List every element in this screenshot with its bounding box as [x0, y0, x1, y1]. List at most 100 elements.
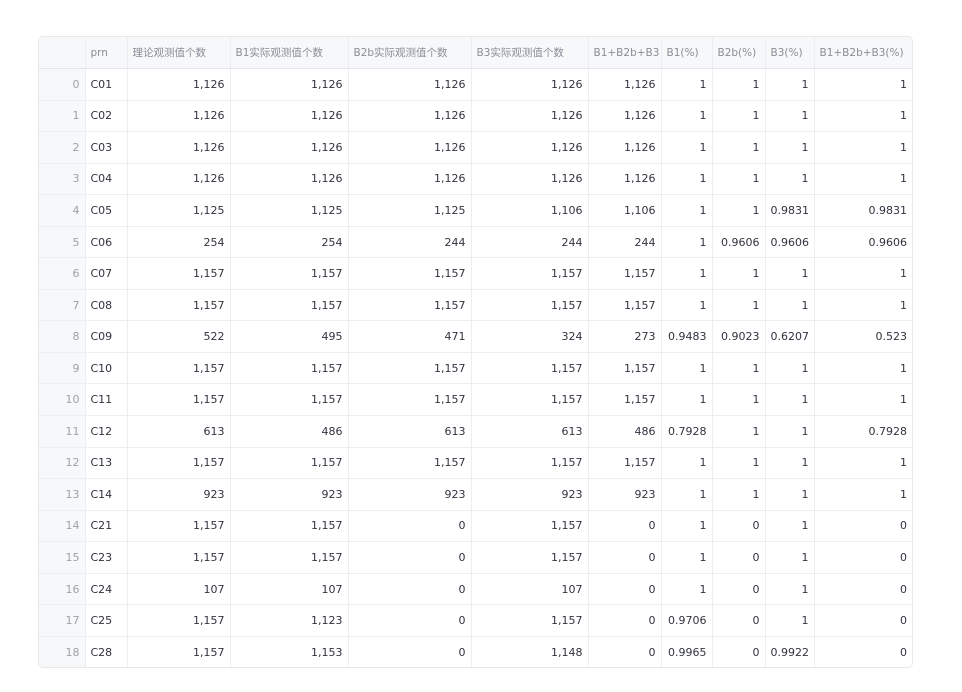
table-cell[interactable]: 522 — [127, 320, 231, 353]
table-cell[interactable]: 1 — [765, 510, 815, 543]
table-cell[interactable]: 1 — [712, 415, 766, 448]
table-cell[interactable]: 1 — [765, 352, 815, 385]
table-cell[interactable]: 923 — [471, 478, 589, 511]
table-cell[interactable]: 0.7928 — [814, 415, 912, 448]
table-cell[interactable]: 1 — [765, 257, 815, 290]
prn-cell[interactable]: C09 — [85, 320, 128, 353]
table-cell[interactable]: 244 — [471, 226, 589, 259]
table-cell[interactable]: 1 — [814, 100, 912, 133]
table-cell[interactable]: 0 — [814, 541, 912, 574]
table-cell[interactable]: 923 — [230, 478, 349, 511]
row-index[interactable]: 1 — [39, 100, 86, 133]
table-cell[interactable]: 1,157 — [471, 352, 589, 385]
table-cell[interactable]: 0 — [348, 636, 472, 668]
column-header[interactable]: B1实际观测值个数 — [230, 37, 349, 69]
table-cell[interactable]: 0.9483 — [661, 320, 713, 353]
table-cell[interactable]: 1,157 — [230, 383, 349, 417]
table-cell[interactable]: 1,123 — [230, 604, 349, 637]
table-cell[interactable]: 0.9606 — [712, 226, 766, 259]
table-cell[interactable]: 1 — [814, 383, 912, 417]
table-cell[interactable]: 923 — [127, 478, 231, 511]
table-cell[interactable]: 1 — [814, 478, 912, 511]
table-cell[interactable]: 1,157 — [230, 510, 349, 543]
table-cell[interactable]: 1 — [765, 541, 815, 574]
table-cell[interactable]: 1,126 — [471, 100, 589, 133]
table-cell[interactable]: 0 — [900, 645, 907, 659]
table-cell[interactable]: 1,157 — [348, 383, 472, 417]
table-cell[interactable]: 0 — [348, 573, 472, 606]
table-cell[interactable]: 486 — [230, 415, 349, 448]
table-cell[interactable]: 1 — [814, 352, 912, 385]
prn-cell[interactable]: C06 — [85, 226, 128, 259]
table-cell[interactable]: 1,148 — [471, 636, 589, 668]
table-cell[interactable]: 1,126 — [348, 100, 472, 133]
prn-cell[interactable]: C12 — [85, 415, 128, 448]
table-cell[interactable]: 1 — [661, 131, 713, 164]
table-cell[interactable]: 1 — [661, 541, 713, 574]
row-index[interactable]: 16 — [39, 573, 86, 606]
table-cell[interactable]: 1,126 — [230, 131, 349, 164]
table-cell[interactable]: 1 — [661, 100, 713, 133]
table-cell[interactable]: 0 — [588, 541, 662, 574]
table-cell[interactable]: 471 — [348, 320, 472, 353]
row-index[interactable]: 6 — [39, 257, 86, 290]
table-cell[interactable]: 1,126 — [127, 163, 231, 196]
table-cell[interactable]: 1,126 — [230, 100, 349, 133]
table-cell[interactable]: 0 — [814, 604, 912, 637]
table-cell[interactable]: 1,126 — [127, 68, 231, 101]
row-index[interactable]: 13 — [39, 478, 86, 511]
table-cell[interactable]: 1 — [661, 226, 713, 259]
table-cell[interactable]: 0.9706 — [661, 604, 713, 637]
prn-cell[interactable]: C07 — [85, 257, 128, 290]
table-cell[interactable]: 254 — [127, 226, 231, 259]
table-cell[interactable]: 107 — [230, 573, 349, 606]
column-header[interactable]: B1(%) — [661, 37, 713, 69]
prn-cell[interactable]: C05 — [85, 194, 128, 227]
column-header[interactable]: B2b(%) — [712, 37, 766, 69]
prn-cell[interactable]: C13 — [85, 447, 128, 480]
table-cell[interactable]: 0 — [814, 573, 912, 606]
table-cell[interactable]: 1,157 — [230, 541, 349, 574]
table-cell[interactable]: 923 — [348, 478, 472, 511]
table-cell[interactable]: 613 — [348, 415, 472, 448]
table-cell[interactable]: 1 — [765, 478, 815, 511]
table-cell[interactable]: 1,125 — [348, 194, 472, 227]
table-cell[interactable]: 1,126 — [471, 68, 589, 101]
prn-cell[interactable]: C21 — [85, 510, 128, 543]
table-cell[interactable]: 1 — [661, 510, 713, 543]
table-cell[interactable]: 1,157 — [127, 383, 231, 417]
table-cell[interactable]: 1,157 — [588, 447, 662, 480]
column-header[interactable]: prn — [85, 37, 128, 69]
dataframe-table[interactable]: prn 理论观测值个数 B1实际观测值个数 B2b实际观测值个数 B3实际观测值个数 B1… — [38, 36, 913, 669]
table-cell[interactable]: 1,157 — [471, 383, 589, 417]
table-cell[interactable]: 0 — [348, 510, 472, 543]
prn-cell[interactable]: C11 — [85, 383, 128, 417]
table-cell[interactable]: 1 — [765, 68, 815, 101]
table-cell[interactable]: 1,157 — [588, 257, 662, 290]
prn-cell[interactable]: C24 — [85, 573, 128, 606]
table-cell[interactable]: 923 — [588, 478, 662, 511]
table-cell[interactable]: 1,157 — [230, 352, 349, 385]
table-cell[interactable]: 1 — [814, 68, 912, 101]
table-cell[interactable]: 1,126 — [588, 131, 662, 164]
table-cell[interactable]: 1 — [765, 447, 815, 480]
table-cell[interactable]: 1,157 — [588, 352, 662, 385]
table-cell[interactable]: 0 — [814, 510, 912, 543]
table-cell[interactable]: 1 — [661, 257, 713, 290]
table-cell[interactable]: 244 — [588, 226, 662, 259]
table-cell[interactable]: 495 — [230, 320, 349, 353]
table-cell[interactable]: 0 — [588, 573, 662, 606]
table-cell[interactable]: 0.7928 — [661, 415, 713, 448]
table-cell[interactable]: 1,157 — [230, 289, 349, 322]
row-index[interactable]: 5 — [39, 226, 86, 259]
column-header[interactable]: B1+B2b+B3(%) — [814, 37, 912, 69]
table-cell[interactable]: 1,126 — [588, 163, 662, 196]
table-cell[interactable]: 0 — [588, 604, 662, 637]
row-index[interactable]: 10 — [39, 383, 86, 417]
column-header[interactable]: B3(%) — [765, 37, 815, 69]
table-cell[interactable]: 1 — [661, 383, 713, 417]
row-index[interactable]: 12 — [39, 447, 86, 480]
table-cell[interactable]: 0 — [348, 604, 472, 637]
prn-cell[interactable]: C01 — [85, 68, 128, 101]
table-cell[interactable]: 1 — [661, 352, 713, 385]
